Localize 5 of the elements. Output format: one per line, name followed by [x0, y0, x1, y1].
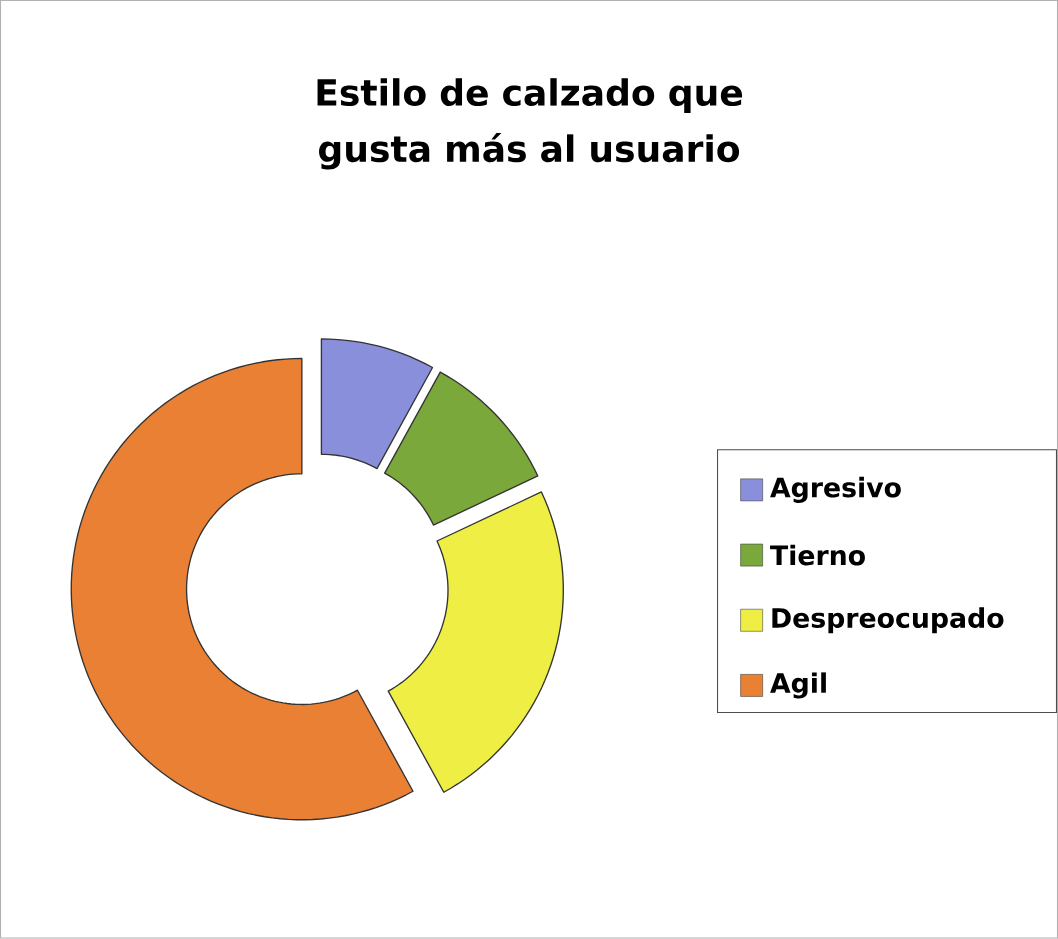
legend-label: Agil: [770, 672, 826, 699]
legend-label: Tierno: [770, 544, 865, 566]
legend-label: Agresivo: [770, 477, 901, 504]
legend-label: Despreocupado: [772, 607, 1004, 634]
chart-title: Estilo de calzado que gusta más al usuario: [317, 78, 743, 170]
